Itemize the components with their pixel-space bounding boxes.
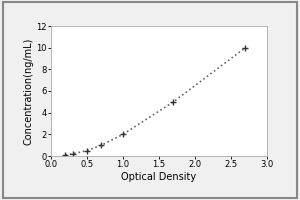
X-axis label: Optical Density: Optical Density [122, 172, 196, 182]
Y-axis label: Concentration(ng/mL): Concentration(ng/mL) [24, 37, 34, 145]
